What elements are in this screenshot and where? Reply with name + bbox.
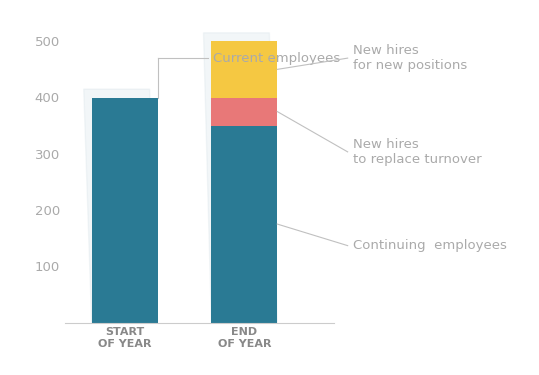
Bar <box>92 98 157 322</box>
Text: New hires
for new positions: New hires for new positions <box>353 44 467 72</box>
Polygon shape <box>84 89 157 322</box>
Text: Continuing  employees: Continuing employees <box>353 239 507 252</box>
Bar <box>211 41 277 98</box>
Text: Current employees: Current employees <box>213 52 340 64</box>
Bar <box>211 98 277 126</box>
Text: New hires
to replace turnover: New hires to replace turnover <box>353 138 482 166</box>
Polygon shape <box>204 33 277 322</box>
Bar <box>211 126 277 322</box>
